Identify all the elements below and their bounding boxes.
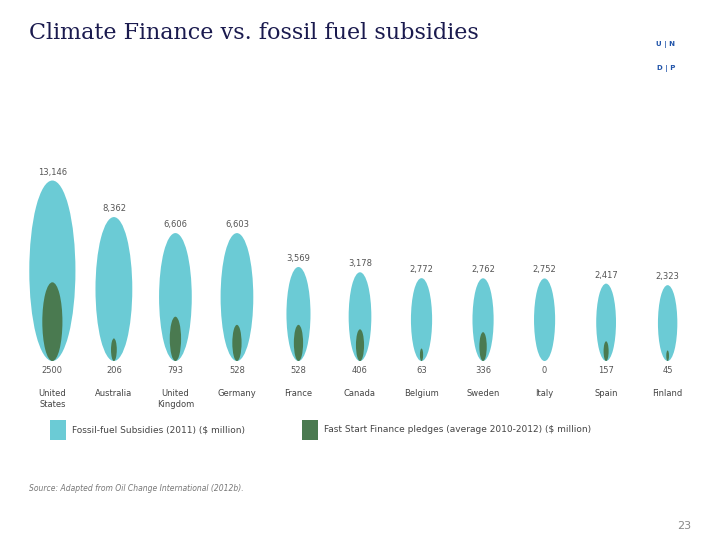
Text: U | N: U | N [657,41,675,48]
Ellipse shape [170,316,181,361]
Text: Sweden: Sweden [467,389,500,398]
Text: 2,762: 2,762 [471,265,495,274]
Text: 45: 45 [662,366,673,375]
Text: 528: 528 [291,366,307,375]
Text: 6,606: 6,606 [163,220,187,229]
Text: Climate Finance vs. fossil fuel subsidies: Climate Finance vs. fossil fuel subsidie… [29,22,479,44]
Text: Belgium: Belgium [404,389,439,398]
Ellipse shape [480,332,487,361]
Text: 3,569: 3,569 [287,254,310,263]
Ellipse shape [294,325,303,361]
Text: Finland: Finland [652,389,683,398]
Text: Germany: Germany [217,389,256,398]
Ellipse shape [596,284,616,361]
Text: 63: 63 [416,366,427,375]
Ellipse shape [233,325,242,361]
Text: Spain: Spain [594,389,618,398]
Text: 2500: 2500 [42,366,63,375]
Ellipse shape [356,329,364,361]
Text: 206: 206 [106,366,122,375]
Text: 2,417: 2,417 [594,271,618,280]
Text: United
Kingdom: United Kingdom [157,389,194,408]
Text: 8,362: 8,362 [102,204,126,213]
Ellipse shape [30,180,76,361]
Text: 0: 0 [542,366,547,375]
Ellipse shape [411,278,432,361]
Text: 3,178: 3,178 [348,259,372,268]
Ellipse shape [159,233,192,361]
Text: 157: 157 [598,366,614,375]
Text: 793: 793 [168,366,184,375]
Ellipse shape [658,285,678,361]
Text: 528: 528 [229,366,245,375]
Text: 6,603: 6,603 [225,220,249,229]
Text: France: France [284,389,312,398]
Text: Source: Adapted from Oil Change International (2012b).: Source: Adapted from Oil Change Internat… [29,484,243,494]
Ellipse shape [420,348,423,361]
Text: Fast Start Finance pledges (average 2010-2012) ($ million): Fast Start Finance pledges (average 2010… [324,426,591,434]
Ellipse shape [603,341,608,361]
Ellipse shape [96,217,132,361]
Text: 23: 23 [677,521,691,531]
Ellipse shape [220,233,253,361]
Text: 13,146: 13,146 [38,167,67,177]
Ellipse shape [472,278,494,361]
Text: United
States: United States [38,389,66,408]
Text: Italy: Italy [536,389,554,398]
Text: 336: 336 [475,366,491,375]
Text: Australia: Australia [95,389,132,398]
Text: 2,772: 2,772 [410,265,433,274]
Text: 2,323: 2,323 [656,272,680,281]
Text: 2,752: 2,752 [533,266,557,274]
Text: Fossil-fuel Subsidies (2011) ($ million): Fossil-fuel Subsidies (2011) ($ million) [72,426,245,434]
Ellipse shape [42,282,63,361]
Ellipse shape [111,339,117,361]
Ellipse shape [666,350,669,361]
Ellipse shape [348,272,372,361]
Ellipse shape [287,267,310,361]
Text: D | P: D | P [657,65,675,72]
Ellipse shape [534,279,555,361]
Text: Canada: Canada [344,389,376,398]
Text: 406: 406 [352,366,368,375]
